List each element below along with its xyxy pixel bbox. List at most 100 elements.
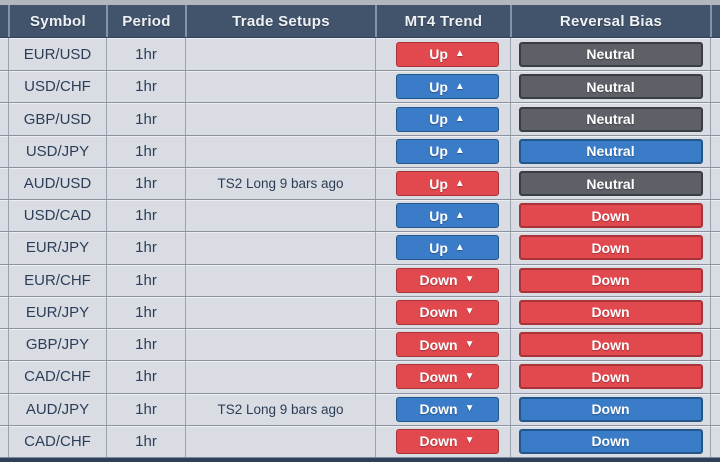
table-row: EUR/JPY 1hr Up ▲ Down [0, 231, 720, 264]
row-left-gutter [0, 265, 8, 296]
trade-setup-cell [185, 200, 375, 232]
symbol-cell: AUD/JPY [8, 393, 106, 425]
symbol-cell: GBP/USD [8, 103, 106, 135]
period-cell: 1hr [106, 103, 185, 135]
trend-arrow-icon: ▼ [464, 370, 475, 382]
trend-arrow-icon: ▲ [454, 113, 465, 125]
trend-badge[interactable]: Up ▲ [395, 235, 499, 261]
trade-setup-cell [185, 232, 375, 264]
bias-badge[interactable]: Neutral [518, 138, 703, 164]
bias-badge[interactable]: Down [518, 332, 703, 358]
bias-badge[interactable]: Neutral [518, 41, 703, 67]
trade-setup-cell: TS2 Long 9 bars ago [185, 393, 375, 425]
symbol-cell: CAD/CHF [8, 361, 106, 393]
mt4-trend-cell: Up ▲ [375, 135, 510, 167]
row-left-gutter [0, 103, 8, 134]
table-body: EUR/USD 1hr Up ▲ Neutral USD/CHF 1hr [0, 38, 720, 457]
trend-badge[interactable]: Up ▲ [395, 171, 499, 197]
reversal-bias-cell: Down [510, 425, 710, 457]
table-row: USD/CHF 1hr Up ▲ Neutral [0, 70, 720, 103]
mt4-trend-cell: Up ▲ [375, 232, 510, 264]
bias-badge[interactable]: Down [518, 299, 703, 325]
bias-badge[interactable]: Down [518, 235, 703, 261]
trend-arrow-icon: ▲ [454, 241, 465, 253]
table-row: USD/CAD 1hr Up ▲ Down [0, 199, 720, 232]
bias-label: Down [591, 304, 630, 321]
bias-badge[interactable]: Down [518, 396, 703, 422]
bias-badge[interactable]: Neutral [518, 74, 703, 100]
trade-setup-cell: TS2 Long 9 bars ago [185, 167, 375, 200]
bias-badge[interactable]: Down [518, 428, 703, 454]
trend-badge[interactable]: Down ▼ [395, 364, 499, 390]
trade-setup-cell [185, 71, 375, 103]
trend-label: Down [419, 401, 458, 418]
reversal-bias-cell: Neutral [510, 103, 710, 135]
mt4-trend-cell: Up ▲ [375, 200, 510, 232]
row-right-gutter [710, 167, 720, 200]
reversal-bias-cell: Down [510, 296, 710, 329]
row-right-gutter [710, 71, 720, 103]
bias-badge[interactable]: Down [518, 364, 703, 390]
trend-badge[interactable]: Down ▼ [395, 332, 499, 358]
trade-setup-label: TS2 Long 9 bars ago [217, 401, 344, 417]
reversal-bias-cell: Neutral [510, 135, 710, 167]
trend-arrow-icon: ▲ [454, 145, 465, 157]
trade-setup-cell [185, 425, 375, 457]
trend-label: Up [429, 239, 448, 256]
mt4-trend-cell: Up ▲ [375, 103, 510, 135]
reversal-bias-cell: Down [510, 232, 710, 264]
mt4-trend-cell: Up ▲ [375, 71, 510, 103]
period-label: 1hr [135, 45, 157, 63]
trend-badge[interactable]: Up ▲ [395, 203, 499, 229]
bias-badge[interactable]: Neutral [518, 106, 703, 132]
trade-setup-cell [185, 361, 375, 393]
trend-badge[interactable]: Down ▼ [395, 428, 499, 454]
bias-badge[interactable]: Down [518, 267, 703, 293]
symbol-label: EUR/CHF [24, 271, 91, 289]
period-label: 1hr [135, 110, 157, 128]
period-label: 1hr [135, 142, 157, 160]
trend-badge[interactable]: Up ▲ [395, 74, 499, 100]
mt4-trend-cell: Down ▼ [375, 425, 510, 457]
table-row: AUD/JPY 1hr TS2 Long 9 bars ago Down ▼ D… [0, 392, 720, 425]
trend-badge[interactable]: Up ▲ [395, 138, 499, 164]
period-label: 1hr [135, 78, 157, 96]
bias-label: Neutral [586, 143, 635, 160]
header-left-gutter [0, 5, 8, 37]
period-label: 1hr [135, 368, 157, 386]
bias-badge[interactable]: Down [518, 203, 703, 229]
trade-setup-label: TS2 Long 9 bars ago [217, 176, 344, 192]
table-row: EUR/JPY 1hr Down ▼ Down [0, 295, 720, 329]
period-cell: 1hr [106, 393, 185, 425]
row-left-gutter [0, 329, 8, 360]
bias-badge[interactable]: Neutral [518, 171, 703, 197]
table-row: EUR/USD 1hr Up ▲ Neutral [0, 38, 720, 71]
trend-arrow-icon: ▼ [464, 338, 475, 350]
row-right-gutter [710, 425, 720, 457]
symbol-cell: EUR/CHF [8, 264, 106, 296]
symbol-cell: USD/CHF [8, 71, 106, 103]
table-row: CAD/CHF 1hr Down ▼ Down [0, 424, 720, 457]
row-right-gutter [710, 135, 720, 167]
trend-label: Up [429, 78, 448, 95]
trend-badge[interactable]: Up ▲ [395, 106, 499, 132]
reversal-bias-cell: Neutral [510, 38, 710, 71]
row-left-gutter [0, 232, 8, 263]
period-label: 1hr [135, 207, 157, 225]
column-header-reversal-bias: Reversal Bias [510, 5, 710, 37]
table-row: CAD/CHF 1hr Down ▼ Down [0, 360, 720, 393]
table-header: Symbol Period Trade Setups MT4 Trend Rev… [0, 5, 720, 38]
trend-arrow-icon: ▼ [464, 435, 475, 447]
trend-badge[interactable]: Down ▼ [395, 299, 499, 325]
row-left-gutter [0, 136, 8, 167]
column-header-period: Period [106, 5, 185, 37]
trend-badge[interactable]: Up ▲ [395, 41, 499, 67]
header-right-gutter [710, 5, 720, 37]
table-row: GBP/JPY 1hr Down ▼ Down [0, 328, 720, 361]
symbol-cell: GBP/JPY [8, 329, 106, 361]
row-left-gutter [0, 297, 8, 328]
trend-badge[interactable]: Down ▼ [395, 267, 499, 293]
trend-badge[interactable]: Down ▼ [395, 396, 499, 422]
table-row: GBP/USD 1hr Up ▲ Neutral [0, 102, 720, 135]
